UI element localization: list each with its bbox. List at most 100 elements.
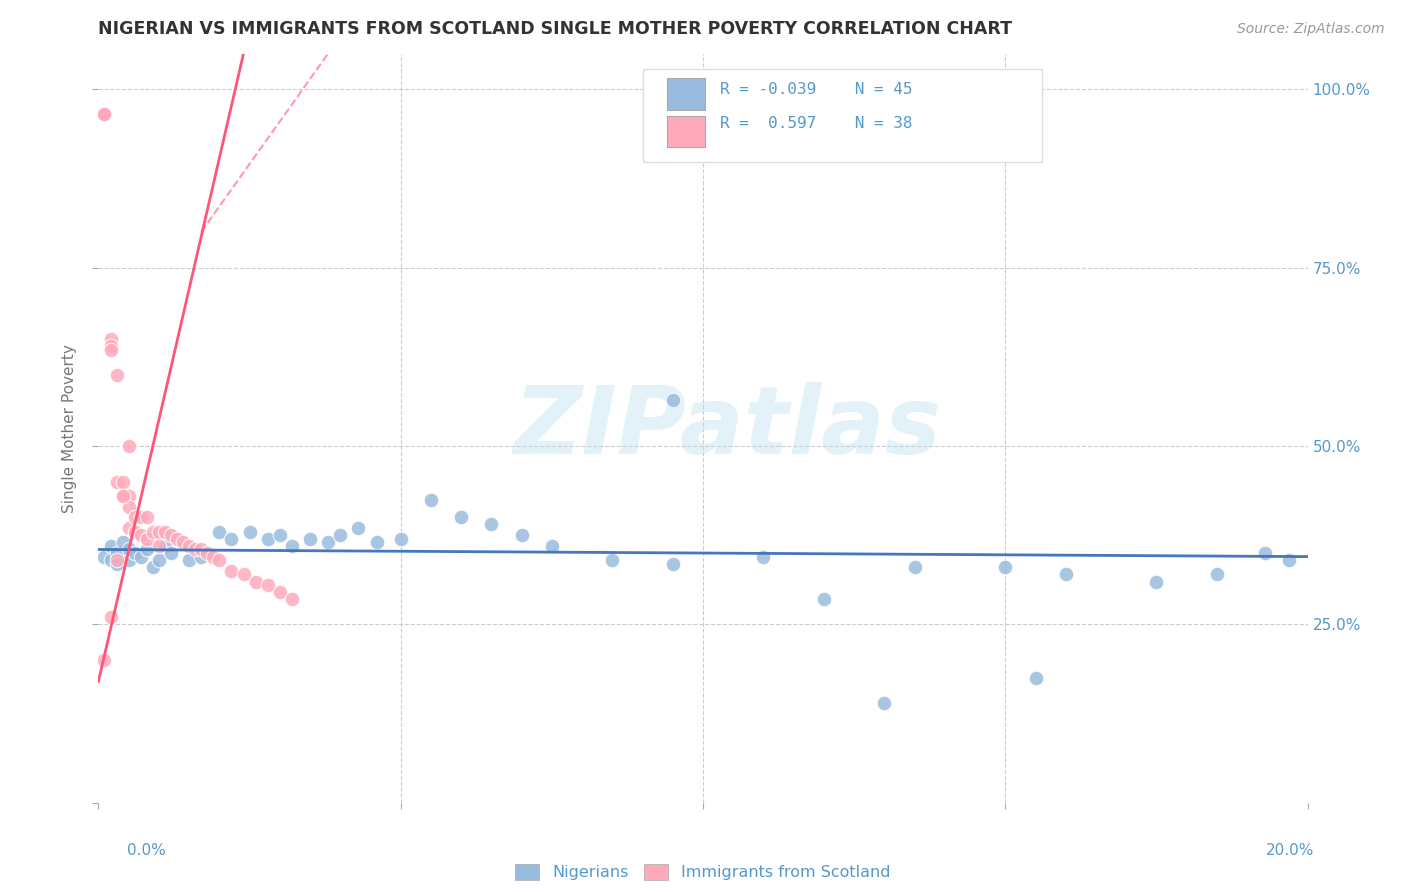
Point: [481, 517, 503, 532]
Point: [118, 553, 141, 567]
Point: [510, 528, 533, 542]
Point: [873, 696, 896, 710]
Point: [299, 532, 322, 546]
Point: [100, 343, 122, 357]
Point: [118, 521, 141, 535]
Point: [105, 557, 128, 571]
Point: [221, 532, 243, 546]
Point: [208, 553, 231, 567]
Text: ZIPatlas: ZIPatlas: [513, 382, 941, 475]
Point: [813, 592, 835, 607]
Point: [111, 489, 134, 503]
Text: 0.0%: 0.0%: [127, 843, 166, 858]
Point: [1254, 546, 1277, 560]
Point: [118, 439, 141, 453]
Point: [661, 392, 683, 407]
Point: [389, 532, 412, 546]
FancyBboxPatch shape: [666, 78, 706, 110]
Point: [190, 549, 212, 564]
Point: [195, 546, 218, 560]
Point: [540, 539, 562, 553]
Point: [256, 578, 278, 592]
Point: [142, 524, 165, 539]
Point: [994, 560, 1017, 574]
Point: [904, 560, 927, 574]
Point: [256, 532, 278, 546]
Point: [661, 557, 683, 571]
Point: [1024, 671, 1046, 685]
Point: [129, 528, 152, 542]
Point: [105, 553, 128, 567]
Text: Source: ZipAtlas.com: Source: ZipAtlas.com: [1237, 22, 1385, 37]
Point: [752, 549, 775, 564]
Point: [118, 500, 141, 514]
Point: [93, 107, 115, 121]
Point: [111, 475, 134, 489]
Point: [148, 524, 170, 539]
Point: [208, 524, 231, 539]
Point: [118, 489, 141, 503]
Point: [118, 542, 141, 557]
Point: [105, 368, 128, 382]
Text: 20.0%: 20.0%: [1267, 843, 1315, 858]
Point: [269, 585, 291, 599]
Point: [124, 524, 146, 539]
Point: [420, 492, 443, 507]
Point: [93, 653, 115, 667]
Point: [366, 535, 388, 549]
Point: [129, 510, 152, 524]
Point: [135, 532, 157, 546]
Point: [347, 521, 370, 535]
Point: [124, 510, 146, 524]
Point: [1278, 553, 1301, 567]
Point: [148, 553, 170, 567]
Point: [221, 564, 243, 578]
Point: [105, 475, 128, 489]
Text: NIGERIAN VS IMMIGRANTS FROM SCOTLAND SINGLE MOTHER POVERTY CORRELATION CHART: NIGERIAN VS IMMIGRANTS FROM SCOTLAND SIN…: [98, 21, 1012, 38]
Point: [148, 539, 170, 553]
Point: [111, 489, 134, 503]
Point: [202, 549, 225, 564]
Text: R =  0.597    N = 38: R = 0.597 N = 38: [720, 116, 912, 131]
Point: [111, 535, 134, 549]
Point: [129, 549, 152, 564]
FancyBboxPatch shape: [666, 116, 706, 147]
Point: [100, 553, 122, 567]
Point: [450, 510, 472, 524]
Point: [160, 528, 183, 542]
Point: [135, 542, 157, 557]
Point: [100, 539, 122, 553]
Point: [93, 549, 115, 564]
Point: [179, 553, 201, 567]
Point: [329, 528, 352, 542]
FancyBboxPatch shape: [643, 69, 1042, 162]
Point: [1206, 567, 1229, 582]
Text: R = -0.039    N = 45: R = -0.039 N = 45: [720, 82, 912, 97]
Point: [142, 560, 165, 574]
Point: [100, 339, 122, 353]
Point: [93, 107, 115, 121]
Point: [281, 539, 304, 553]
Point: [135, 510, 157, 524]
Point: [160, 546, 183, 560]
Point: [124, 546, 146, 560]
Point: [1144, 574, 1167, 589]
Point: [269, 528, 291, 542]
Point: [100, 610, 122, 624]
Point: [153, 539, 176, 553]
Point: [281, 592, 304, 607]
Point: [105, 546, 128, 560]
Point: [602, 553, 624, 567]
Point: [316, 535, 339, 549]
Point: [245, 574, 267, 589]
Point: [100, 332, 122, 346]
Point: [153, 524, 176, 539]
Point: [239, 524, 262, 539]
Y-axis label: Single Mother Poverty: Single Mother Poverty: [62, 343, 77, 513]
Point: [190, 542, 212, 557]
Point: [172, 535, 194, 549]
Point: [232, 567, 254, 582]
Point: [166, 532, 188, 546]
Point: [184, 542, 207, 557]
Legend: Nigerians, Immigrants from Scotland: Nigerians, Immigrants from Scotland: [508, 855, 898, 888]
